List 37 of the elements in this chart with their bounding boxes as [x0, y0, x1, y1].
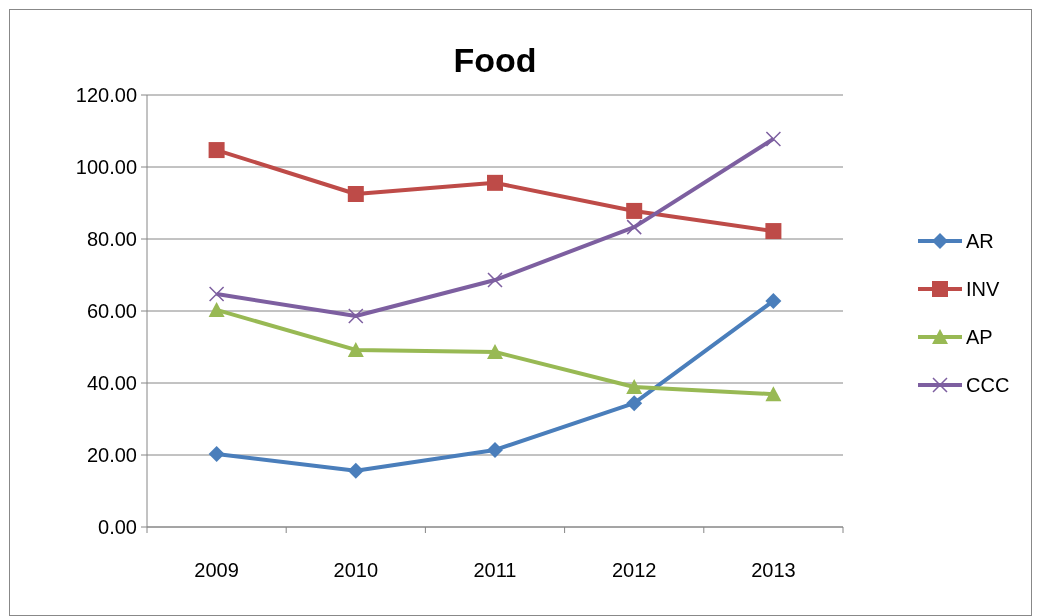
point: [347, 186, 364, 202]
legend-label: INV: [966, 278, 1000, 300]
point: [347, 341, 364, 357]
point: [765, 131, 782, 147]
point: [208, 301, 225, 317]
y-tick-label: 0.00: [98, 516, 137, 538]
point: [626, 219, 642, 235]
point: [487, 174, 503, 191]
legend-label: AR: [966, 230, 994, 252]
point: [208, 286, 225, 302]
point: [487, 441, 503, 458]
legend-label: AP: [966, 326, 993, 348]
x-tick-label: 2009: [194, 559, 239, 581]
point: [765, 292, 782, 309]
point: [626, 202, 643, 219]
y-tick-label: 80.00: [86, 228, 137, 250]
x-tick-label: 2011: [473, 559, 517, 581]
point: [626, 395, 643, 412]
x-tick-label: 2013: [751, 559, 796, 581]
y-tick-label: 40.00: [86, 372, 137, 394]
point: [347, 462, 364, 479]
y-tick-label: 20.00: [86, 444, 137, 466]
y-tick-label: 100.00: [75, 156, 137, 178]
point: [487, 272, 503, 288]
legend-label: CCC: [966, 374, 1010, 396]
x-tick-label: 2012: [611, 559, 657, 581]
y-tick-label: 120.00: [75, 84, 137, 106]
point: [765, 386, 782, 402]
y-tick-label: 60.00: [86, 300, 137, 322]
chart-title: Food: [453, 41, 537, 79]
point: [208, 445, 225, 462]
point: [487, 344, 503, 360]
point: [348, 308, 364, 324]
point: [765, 223, 782, 240]
x-tick-label: 2010: [333, 559, 379, 581]
point: [208, 142, 225, 159]
point: [626, 378, 643, 394]
